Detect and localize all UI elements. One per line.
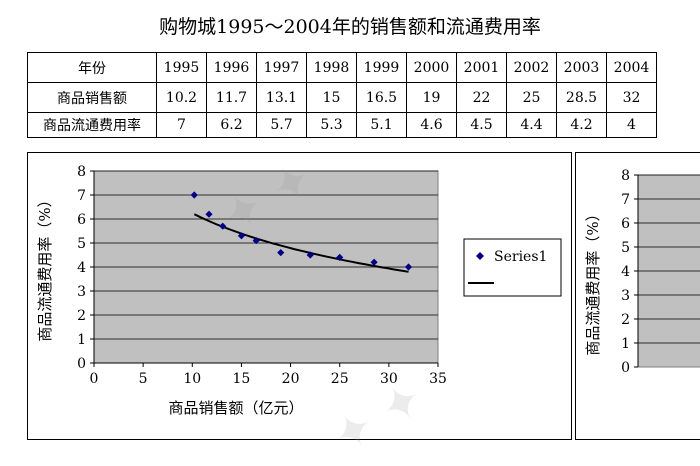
year-cell: 1998	[306, 52, 357, 83]
y-tick-label: 3	[77, 284, 86, 300]
y-tick-label: 8	[77, 164, 86, 180]
sales-cell: 25	[506, 82, 557, 113]
y-tick-label: 2	[621, 312, 630, 328]
y-tick-label: 7	[77, 188, 86, 204]
table-row: 商品销售额 10.2 11.7 13.1 15 16.5 19 22 25 28…	[27, 82, 657, 113]
y-tick-label: 6	[77, 212, 86, 228]
secondary-chart: 0 1 2 3 4 5 6 7 8 商品流通费用率（%）	[584, 168, 700, 376]
year-cell: 1999	[356, 52, 407, 83]
year-cell: 1997	[256, 52, 307, 83]
sales-cell: 13.1	[256, 82, 307, 113]
rate-cell: 4.6	[406, 112, 457, 138]
y-tick-label: 8	[621, 168, 630, 184]
y-tick-label: 4	[621, 264, 630, 280]
rate-cell: 6.2	[206, 112, 257, 138]
sales-cell: 11.7	[206, 82, 257, 113]
sales-cell: 15	[306, 82, 357, 113]
y-tick-label: 5	[77, 236, 86, 252]
x-tick-label: 25	[331, 371, 349, 387]
data-point	[219, 222, 227, 230]
rate-cell: 7	[156, 112, 207, 138]
y-tick-label: 3	[621, 288, 630, 304]
legend-label: Series1	[494, 249, 547, 265]
x-axis-title: 商品销售额（亿元）	[168, 399, 303, 417]
x-tick-label: 30	[380, 371, 398, 387]
secondary-chart-panel: 0 1 2 3 4 5 6 7 8 商品流通费用率（%）	[575, 152, 700, 440]
trendline	[193, 213, 409, 273]
y-tick-label: 0	[77, 356, 86, 372]
data-point	[306, 251, 314, 259]
data-point	[190, 191, 198, 199]
sales-cell: 28.5	[556, 82, 607, 113]
y-tick-label: 5	[621, 240, 630, 256]
sales-cell: 22	[456, 82, 507, 113]
x-tick-label: 0	[90, 371, 99, 387]
data-point	[404, 263, 413, 271]
data-table: 年份 1995 1996 1997 1998 1999 2000 2001 20…	[27, 52, 657, 138]
sales-cell: 19	[406, 82, 457, 113]
rate-cell: 4.5	[456, 112, 507, 138]
rate-cell: 5.3	[306, 112, 357, 138]
year-cell: 2001	[456, 52, 507, 83]
y-tick-label: 6	[621, 216, 630, 232]
y-tick-label: 4	[77, 260, 86, 276]
x-tick-label: 5	[139, 371, 148, 387]
data-point	[205, 210, 213, 218]
year-cell: 2002	[506, 52, 557, 83]
y-axis-title: 商品流通费用率（%）	[36, 192, 54, 341]
x-tick-label: 10	[183, 371, 201, 387]
year-cell: 2004	[606, 52, 657, 83]
legend-box	[463, 238, 562, 297]
y-tick-label: 7	[621, 192, 630, 208]
data-point	[336, 253, 344, 261]
rate-cell: 5.1	[356, 112, 407, 138]
rate-cell: 4	[606, 112, 657, 138]
y-tick-label: 1	[77, 332, 86, 348]
rate-cell: 4.4	[506, 112, 557, 138]
table-row: 商品流通费用率 7 6.2 5.7 5.3 5.1 4.6 4.5 4.4 4.…	[27, 112, 657, 138]
y-tick-label: 0	[621, 360, 630, 376]
sales-cell: 16.5	[356, 82, 407, 113]
y-tick-label: 1	[621, 336, 630, 352]
y-axis-title: 商品流通费用率（%）	[584, 206, 602, 355]
row-label-sales: 商品销售额	[27, 82, 157, 113]
x-tick-label: 35	[429, 371, 447, 387]
rate-cell: 4.2	[556, 112, 607, 138]
table-header-label: 年份	[27, 52, 157, 83]
y-tick-label: 2	[77, 308, 86, 324]
scatter-chart: 0 1 2 3 4 5 6 7 8 0 5 10 15 20 25 30 35 商品销售额（亿元） 商品流通费用率（…	[36, 164, 562, 417]
sales-cell: 32	[606, 82, 657, 113]
year-cell: 2000	[406, 52, 457, 83]
year-cell: 2003	[556, 52, 607, 83]
data-point	[237, 232, 246, 240]
legend-marker	[476, 252, 484, 260]
year-cell: 1995	[156, 52, 207, 83]
row-label-cost-rate: 商品流通费用率	[27, 112, 157, 138]
data-point	[277, 249, 285, 257]
x-tick-label: 20	[282, 371, 300, 387]
sales-cell: 10.2	[156, 82, 207, 113]
table-row: 年份 1995 1996 1997 1998 1999 2000 2001 20…	[27, 52, 657, 83]
x-tick-label: 15	[233, 371, 251, 387]
chart-title: 购物城1995～2004年的销售额和流通费用率	[159, 16, 541, 38]
scatter-chart-panel: 0 1 2 3 4 5 6 7 8 0 5 10 15 20 25 30 35 商品销售额（亿元） 商品流通费用率（…	[27, 152, 572, 440]
year-cell: 1996	[206, 52, 257, 83]
rate-cell: 5.7	[256, 112, 307, 138]
data-point	[370, 258, 378, 266]
